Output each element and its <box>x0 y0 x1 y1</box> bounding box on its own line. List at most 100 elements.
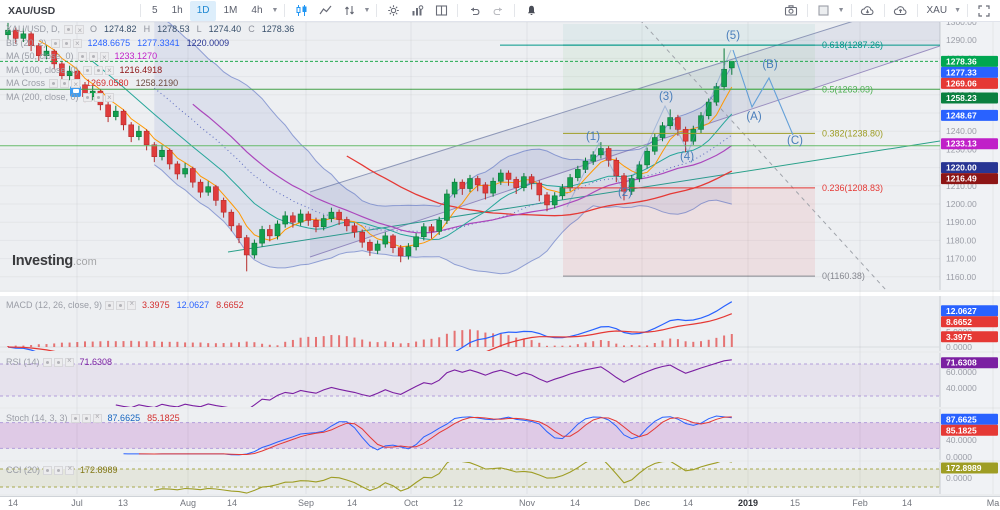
candle[interactable] <box>182 163 188 178</box>
candle[interactable] <box>20 28 27 43</box>
close-icon[interactable] <box>127 299 137 310</box>
gear-icon[interactable] <box>381 1 405 21</box>
candle[interactable] <box>374 240 381 255</box>
candle[interactable] <box>28 32 34 52</box>
candle[interactable] <box>636 161 643 183</box>
close-icon[interactable] <box>92 412 102 423</box>
channel-upper-line[interactable] <box>309 20 858 193</box>
candle[interactable] <box>436 216 443 235</box>
candle[interactable] <box>397 244 404 263</box>
candle[interactable] <box>205 181 211 196</box>
candle[interactable] <box>551 192 558 209</box>
settings-icon[interactable] <box>64 25 74 35</box>
candle[interactable] <box>405 243 412 260</box>
impulse-wave-path[interactable] <box>566 49 732 208</box>
candle[interactable] <box>105 102 111 123</box>
candle[interactable] <box>659 122 666 142</box>
projection-wave-path[interactable] <box>732 49 794 136</box>
candlestick-chart-icon[interactable] <box>289 1 313 21</box>
candle[interactable] <box>428 224 435 239</box>
candle[interactable] <box>413 233 419 251</box>
candle[interactable] <box>536 180 543 202</box>
settings-icon[interactable] <box>60 79 70 89</box>
candle[interactable] <box>582 157 589 174</box>
panes-layout-icon[interactable] <box>429 1 453 21</box>
layout-dropdown-caret[interactable]: ▼ <box>837 7 845 14</box>
candle[interactable] <box>667 109 674 130</box>
candle[interactable] <box>43 45 50 60</box>
settings-icon[interactable] <box>61 38 71 48</box>
candle[interactable] <box>382 232 389 248</box>
candle[interactable] <box>259 225 265 247</box>
wave-label-A[interactable]: (A) <box>746 111 762 123</box>
candle[interactable] <box>236 223 242 244</box>
line-chart-icon[interactable] <box>313 1 337 21</box>
candle[interactable] <box>675 114 681 136</box>
candle[interactable] <box>605 145 612 167</box>
support-trendline[interactable] <box>227 140 940 253</box>
interval-button-4h[interactable]: 4h <box>251 4 263 16</box>
wave-label-4[interactable]: (4) <box>680 151 694 163</box>
candle[interactable] <box>228 209 235 232</box>
settings-icon[interactable] <box>54 465 64 475</box>
settings-icon[interactable] <box>116 300 126 310</box>
candle[interactable] <box>467 174 473 193</box>
interval-dropdown-caret[interactable]: ▼ <box>271 7 279 14</box>
wave-label-2[interactable]: (2) <box>618 187 632 199</box>
settings-icon[interactable] <box>53 357 63 367</box>
candle[interactable] <box>598 142 604 159</box>
candle[interactable] <box>320 214 327 231</box>
candle[interactable] <box>328 207 335 223</box>
candle[interactable] <box>513 176 520 194</box>
candle[interactable] <box>698 112 704 134</box>
interval-button-1D[interactable]: 1D <box>189 0 217 21</box>
close-icon[interactable] <box>99 51 109 64</box>
visibility-icon[interactable] <box>105 300 115 310</box>
candle[interactable] <box>274 220 281 240</box>
wave-label-3[interactable]: (3) <box>659 91 673 103</box>
candle[interactable] <box>12 27 19 44</box>
candle[interactable] <box>343 216 350 232</box>
candle[interactable] <box>705 98 712 120</box>
channel-lower-line[interactable] <box>309 45 940 258</box>
candle[interactable] <box>613 157 620 183</box>
candle[interactable] <box>128 122 134 143</box>
candle[interactable] <box>190 166 196 188</box>
close-icon[interactable] <box>72 37 82 51</box>
candle[interactable] <box>544 192 550 212</box>
candle[interactable] <box>420 223 427 241</box>
visibility-icon[interactable] <box>49 79 59 89</box>
candle[interactable] <box>51 49 58 70</box>
candle[interactable] <box>497 169 504 185</box>
candle[interactable] <box>690 125 697 145</box>
visibility-icon[interactable] <box>43 465 53 475</box>
settings-icon[interactable] <box>93 65 103 75</box>
candle[interactable] <box>313 217 319 233</box>
visibility-icon[interactable] <box>77 52 87 62</box>
candle[interactable] <box>721 48 727 91</box>
candle[interactable] <box>159 144 165 161</box>
visibility-icon[interactable] <box>50 38 60 48</box>
candle[interactable] <box>474 175 481 192</box>
dashed-downtrend-line[interactable] <box>639 20 887 290</box>
visibility-icon[interactable] <box>82 65 92 75</box>
wave-label-B[interactable]: (B) <box>762 59 778 71</box>
candle[interactable] <box>136 125 142 141</box>
close-icon[interactable] <box>75 24 85 37</box>
close-icon[interactable] <box>104 91 114 105</box>
candle[interactable] <box>521 173 527 192</box>
cci-pane[interactable] <box>0 462 940 494</box>
candle[interactable] <box>120 109 127 131</box>
alert-bell-icon[interactable] <box>519 1 543 21</box>
visibility-icon[interactable] <box>82 92 92 102</box>
candle[interactable] <box>482 182 489 200</box>
candle[interactable] <box>297 209 304 226</box>
candle[interactable] <box>290 212 296 228</box>
cloud-download-icon[interactable] <box>856 1 880 21</box>
close-icon[interactable] <box>64 356 74 367</box>
candle[interactable] <box>166 148 173 170</box>
candle[interactable] <box>528 173 535 190</box>
candle[interactable] <box>559 183 566 200</box>
cloud-upload-icon[interactable] <box>889 1 913 21</box>
